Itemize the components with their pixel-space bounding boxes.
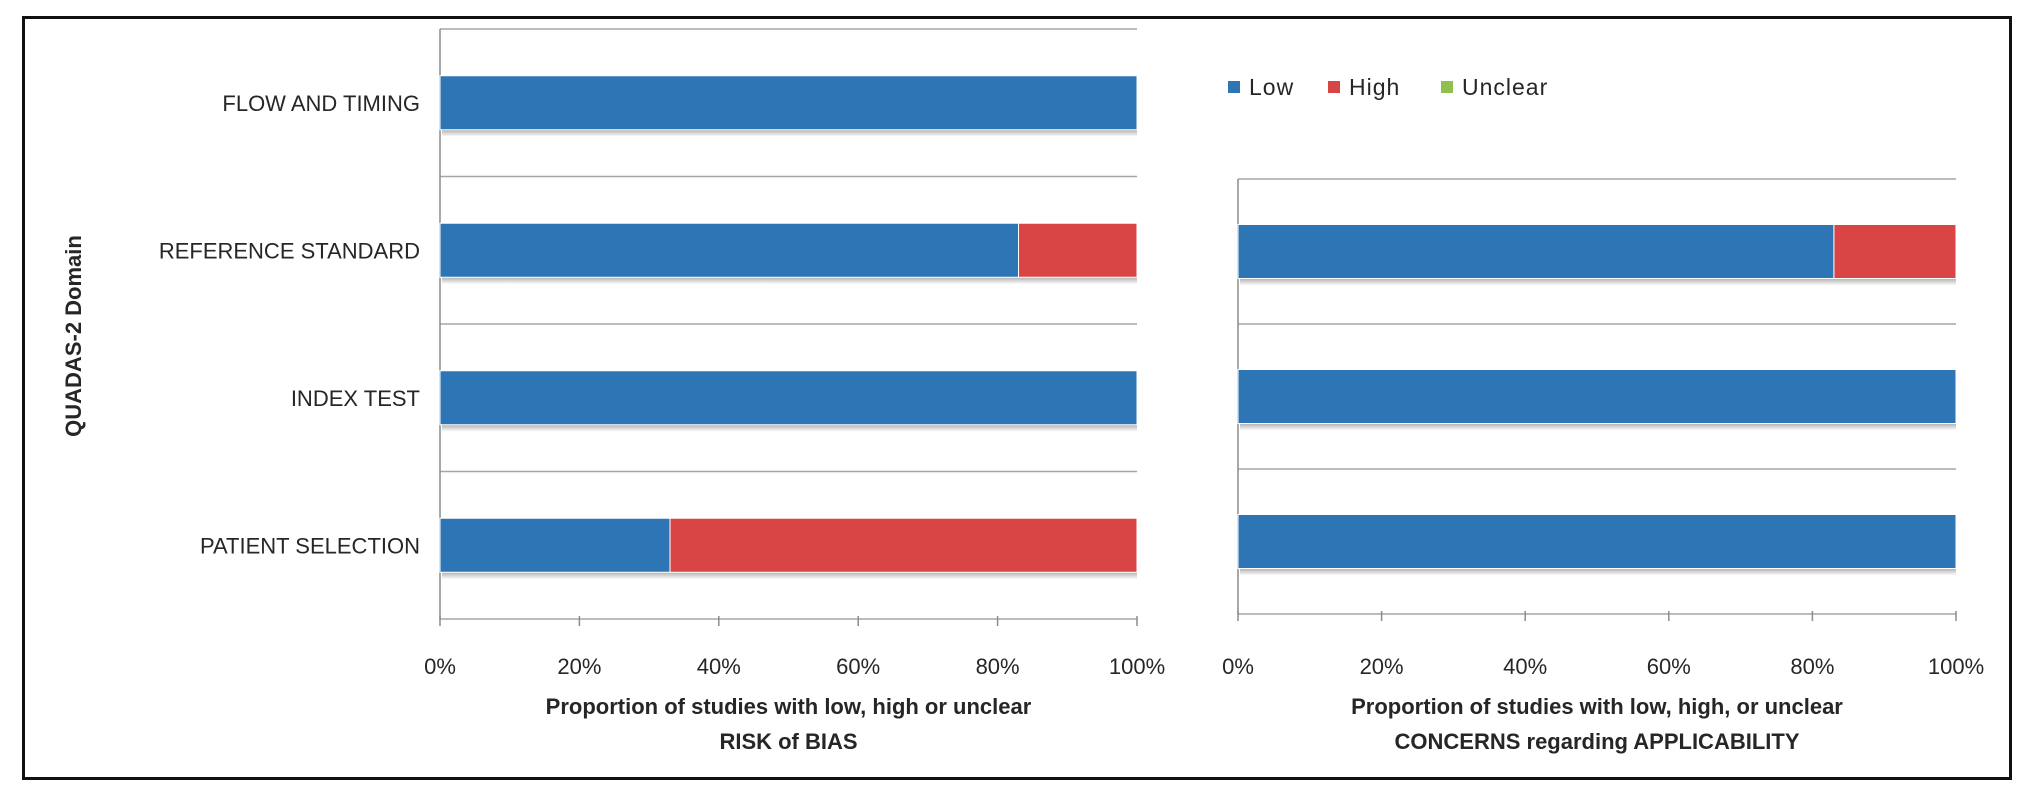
x-tick-label: 20%: [557, 654, 601, 679]
x-tick-label: 60%: [836, 654, 880, 679]
legend-label-high: High: [1349, 74, 1400, 100]
bar-low-patient-selection: [439, 517, 671, 573]
x-tick-label: 80%: [1790, 654, 1834, 679]
legend-swatch-unclear: [1441, 81, 1453, 93]
bar-low-patient-selection: [1237, 514, 1957, 569]
x-tick-label: 100%: [1928, 654, 1984, 679]
x-tick-label: 20%: [1360, 654, 1404, 679]
category-label-flow-and-timing: FLOW AND TIMING: [222, 91, 420, 116]
category-label-patient-selection: PATIENT SELECTION: [200, 533, 420, 558]
x-tick-label: 0%: [1222, 654, 1254, 679]
x-axis-title-line1: Proportion of studies with low, high, or…: [1351, 694, 1843, 719]
category-label-index-test: INDEX TEST: [291, 386, 420, 411]
bar-low-flow-and-timing: [439, 75, 1138, 131]
x-tick-label: 40%: [697, 654, 741, 679]
x-tick-label: 0%: [424, 654, 456, 679]
legend-label-low: Low: [1249, 74, 1294, 100]
x-axis-title-line1: Proportion of studies with low, high or …: [546, 694, 1032, 719]
bar-shadow: [442, 277, 1137, 285]
y-axis-title: QUADAS-2 Domain: [61, 235, 86, 437]
category-label-reference-standard: REFERENCE STANDARD: [159, 238, 420, 263]
x-tick-label: 100%: [1109, 654, 1165, 679]
bar-shadow: [1240, 278, 1956, 286]
x-tick-label: 40%: [1503, 654, 1547, 679]
bar-high-reference-standard: [1833, 224, 1957, 279]
legend-swatch-low: [1228, 81, 1240, 93]
bar-low-reference-standard: [439, 222, 1020, 278]
bar-shadow: [442, 572, 1137, 580]
bar-low-reference-standard: [1237, 224, 1835, 279]
bar-shadow: [1240, 423, 1956, 431]
x-tick-label: 80%: [976, 654, 1020, 679]
bar-shadow: [1240, 568, 1956, 576]
legend-swatch-high: [1328, 81, 1340, 93]
figure-frame: 0% 20% 40% 60% 80% 100% FLOW AND TIMING REFEREN…: [22, 16, 2012, 780]
bar-shadow: [442, 129, 1137, 137]
x-axis-title-line2: CONCERNS regarding APPLICABILITY: [1395, 729, 1800, 754]
bar-high-reference-standard: [1018, 222, 1138, 278]
bar-shadow: [442, 424, 1137, 432]
bar-low-index-test: [439, 370, 1138, 426]
quadas-chart: 0% 20% 40% 60% 80% 100% FLOW AND TIMING REFEREN…: [61, 28, 1984, 754]
bar-high-patient-selection: [669, 517, 1138, 573]
x-tick-label: 60%: [1647, 654, 1691, 679]
bar-low-index-test: [1237, 369, 1957, 424]
x-axis-title-line2: RISK of BIAS: [719, 729, 857, 754]
legend-label-unclear: Unclear: [1462, 74, 1548, 100]
